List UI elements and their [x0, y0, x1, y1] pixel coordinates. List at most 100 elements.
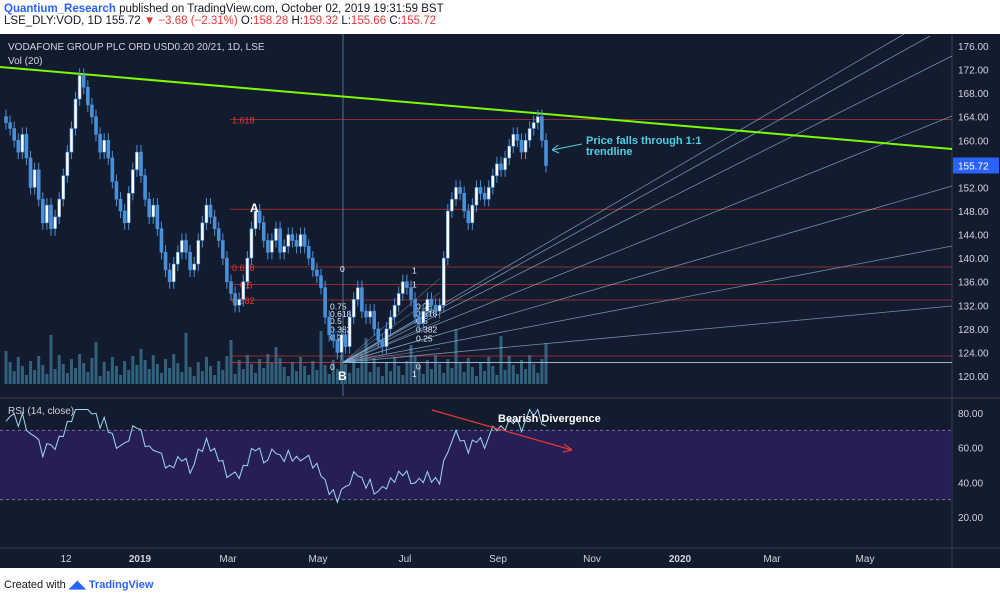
candle-body — [392, 304, 397, 318]
candle-body — [315, 269, 319, 277]
volume-bar — [299, 357, 303, 384]
candle-body — [155, 204, 160, 229]
candle-body — [184, 240, 188, 253]
down-arrow-icon: ▼ — [143, 15, 156, 27]
open-value: 158.28 — [253, 15, 289, 27]
fan-label-right: 0.75 — [416, 301, 433, 311]
volume-bar — [86, 372, 90, 384]
volume-bar — [499, 336, 503, 384]
tradingview-brand[interactable]: TradingView — [88, 579, 154, 591]
volume-bar — [397, 366, 401, 384]
rsi-band — [0, 430, 952, 500]
volume-bar — [155, 364, 159, 384]
volume-bar — [327, 374, 331, 384]
volume-bar — [401, 375, 405, 384]
volume-bar — [69, 359, 73, 384]
volume-bar — [127, 370, 131, 384]
volume-bar — [16, 357, 20, 384]
volume-bar — [213, 375, 217, 384]
volume-bar — [172, 354, 176, 384]
rsi-axis-tick: 20.00 — [958, 513, 983, 524]
candle-body — [86, 86, 90, 106]
volume-bar — [290, 362, 294, 384]
candle-body — [396, 293, 401, 306]
close-value: 155.72 — [400, 15, 436, 27]
chart-canvas[interactable]: 1.6180.6180.50.38200.750.6180.50.3820.25… — [0, 34, 1000, 568]
candle-body — [413, 299, 417, 318]
candle-body — [241, 281, 246, 300]
symbol-line: LSE_DLY:VOD, 1D — [4, 15, 103, 27]
candle-body — [446, 210, 450, 259]
published-text: published on TradingView.com, October 02… — [119, 3, 444, 15]
candle-body — [106, 139, 111, 159]
volume-bar — [409, 345, 413, 384]
time-axis-tick: 2020 — [669, 554, 692, 565]
candle-body — [225, 257, 229, 283]
fan-label-right: 0.382 — [416, 324, 438, 334]
volume-bar — [519, 360, 523, 384]
volume-bar — [33, 370, 37, 384]
open-label: O: — [240, 15, 254, 27]
volume-bar — [102, 362, 106, 384]
candle-body — [147, 198, 151, 218]
candle-body — [503, 157, 507, 171]
fan-label-right: 0.618 — [416, 309, 438, 319]
candle-body — [266, 240, 270, 253]
gann-fan-line — [342, 245, 953, 363]
candle-body — [257, 210, 262, 224]
volume-bar — [446, 359, 450, 384]
volume-bar — [159, 373, 163, 384]
author-link[interactable]: Quantium_Research — [4, 3, 116, 15]
candle-body — [32, 169, 37, 188]
volume-bar — [74, 368, 78, 384]
candle-body — [57, 198, 61, 218]
volume-bar — [364, 338, 368, 384]
created-with-text: Created with — [4, 579, 66, 591]
volume-bar — [524, 369, 528, 384]
volume-bar — [192, 376, 196, 384]
last-price: 155.72 — [105, 15, 141, 27]
price-axis-tick: 164.00 — [958, 113, 989, 124]
volume-bar — [286, 376, 290, 384]
price-axis-tick: 132.00 — [958, 301, 989, 312]
candle-body — [163, 251, 168, 271]
volume-bar — [442, 373, 446, 384]
long-term-trendline — [0, 66, 953, 150]
volume-bar — [123, 361, 127, 384]
published-header: Quantium_Research published on TradingVi… — [0, 0, 1000, 34]
price-change: −3.68 (−2.31%) — [158, 15, 238, 27]
high-value: 159.32 — [302, 15, 339, 27]
volume-bar — [241, 369, 245, 384]
candle-body — [274, 228, 278, 241]
volume-bar — [225, 356, 229, 384]
candle-body — [249, 228, 254, 259]
gann-fan-line — [342, 115, 953, 363]
candle-body — [515, 134, 520, 141]
candle-body — [462, 193, 466, 212]
volume-bar — [348, 373, 352, 384]
candle-body — [417, 316, 421, 324]
volume-bar — [323, 365, 327, 384]
volume-bar — [315, 370, 319, 384]
price-axis-tick: 148.00 — [958, 207, 989, 218]
volume-bar — [352, 359, 356, 384]
candle-body — [499, 163, 503, 171]
candle-body — [135, 151, 139, 171]
close-label: C: — [389, 15, 401, 27]
volume-bar — [4, 351, 8, 384]
volume-bar — [495, 375, 499, 384]
candle-body — [478, 187, 483, 194]
volume-bar — [37, 356, 41, 384]
candle-body — [474, 187, 479, 206]
volume-bar — [425, 360, 429, 384]
chart-area[interactable]: 1.618 0.618 0.5 0.382 0 0.75 0.618 0.5 0.382 0.25… — [0, 34, 1000, 568]
candle-body — [351, 299, 356, 318]
candle-body — [466, 210, 471, 224]
rsi-axis-tick: 40.00 — [958, 478, 983, 489]
annotation-arrowhead — [551, 144, 560, 154]
candle-body — [335, 340, 340, 353]
candle-body — [425, 299, 430, 312]
candle-body — [405, 281, 409, 288]
time-axis-tick: Mar — [763, 554, 781, 565]
candle-body — [540, 116, 544, 141]
